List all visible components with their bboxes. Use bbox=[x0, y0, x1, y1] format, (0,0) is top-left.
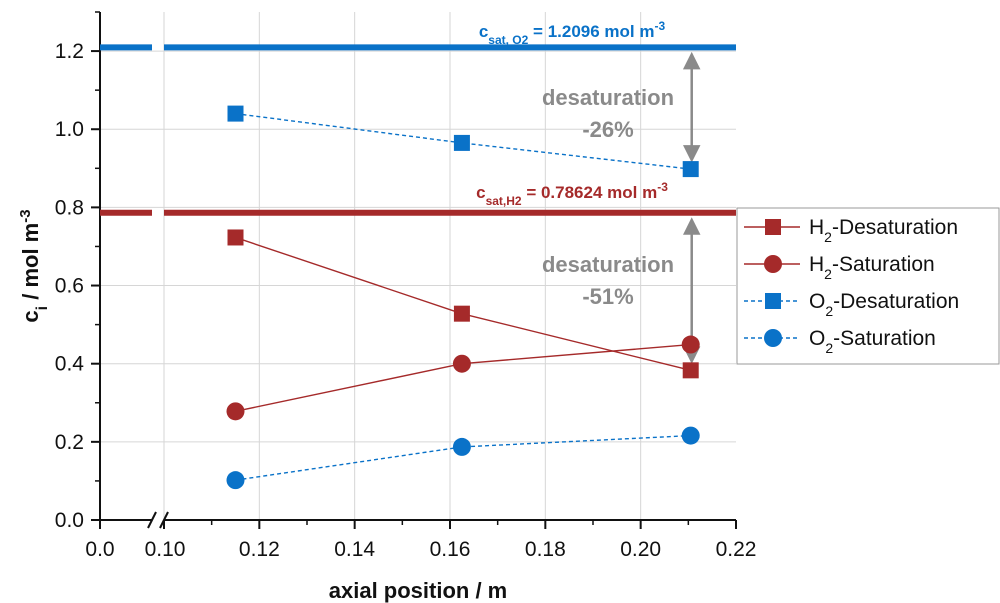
y-tick-label: 0.6 bbox=[55, 275, 84, 298]
grid bbox=[100, 12, 736, 520]
legend-marker-circle bbox=[764, 329, 782, 347]
data-point-square bbox=[453, 305, 470, 322]
y-tick-label: 1.0 bbox=[55, 118, 84, 141]
x-axis-label: axial position / m bbox=[329, 578, 507, 603]
x-break-tick-label: 0.0 bbox=[85, 538, 114, 561]
data-point-circle bbox=[452, 354, 471, 373]
x-tick-label: 0.12 bbox=[239, 538, 280, 561]
legend-marker-circle bbox=[764, 255, 782, 273]
y-tick-label: 1.2 bbox=[55, 40, 84, 63]
y-tick-label: 0.2 bbox=[55, 431, 84, 454]
h2-saturation-label: csat,H2 = 0.78624 mol m-3 bbox=[476, 180, 668, 208]
series-line bbox=[235, 343, 691, 413]
data-point-square bbox=[453, 134, 470, 151]
x-tick-label: 0.16 bbox=[430, 538, 471, 561]
legend-label: H2-Saturation bbox=[809, 253, 935, 282]
desaturation-label-h2: desaturation bbox=[542, 252, 674, 277]
desaturation-pct-o2: -26% bbox=[582, 117, 633, 142]
legend-marker-square bbox=[765, 219, 781, 235]
x-break-tick-label: 0.10 bbox=[145, 538, 186, 561]
x-tick-label: 0.22 bbox=[716, 538, 757, 561]
o2-saturation-label: csat, O2 = 1.2096 mol m-3 bbox=[479, 19, 666, 47]
legend-label: O2-Saturation bbox=[809, 327, 936, 356]
data-point-square bbox=[227, 229, 244, 246]
desaturation-pct-h2: -51% bbox=[582, 284, 633, 309]
data-point-circle bbox=[226, 402, 245, 421]
x-tick-label: 0.20 bbox=[620, 538, 661, 561]
x-tick-label: 0.18 bbox=[525, 538, 566, 561]
data-point-circle bbox=[452, 437, 471, 456]
legend: H2-Desaturation H2-Saturation O2-Desaturat… bbox=[736, 207, 1000, 365]
data-point-square bbox=[682, 161, 699, 178]
y-axis-label: ci / mol m-3 bbox=[17, 209, 51, 322]
y-tick-label: 0.0 bbox=[55, 509, 84, 532]
y-tick-label: 0.4 bbox=[55, 353, 85, 376]
data-point-square bbox=[227, 105, 244, 122]
legend-label: H2-Desaturation bbox=[809, 216, 958, 245]
tick-marks bbox=[91, 11, 737, 529]
series-line bbox=[235, 112, 691, 170]
data-point-circle bbox=[226, 471, 245, 490]
desaturation-label-o2: desaturation bbox=[542, 85, 674, 110]
series-line bbox=[235, 434, 691, 481]
data-point-square bbox=[682, 362, 699, 379]
x-tick-label: 0.14 bbox=[334, 538, 375, 561]
data-point-circle bbox=[681, 335, 700, 354]
data-point-circle bbox=[681, 426, 700, 445]
legend-marker-square bbox=[765, 293, 781, 309]
legend-label: O2-Desaturation bbox=[809, 290, 959, 319]
y-tick-label: 0.8 bbox=[55, 196, 84, 219]
